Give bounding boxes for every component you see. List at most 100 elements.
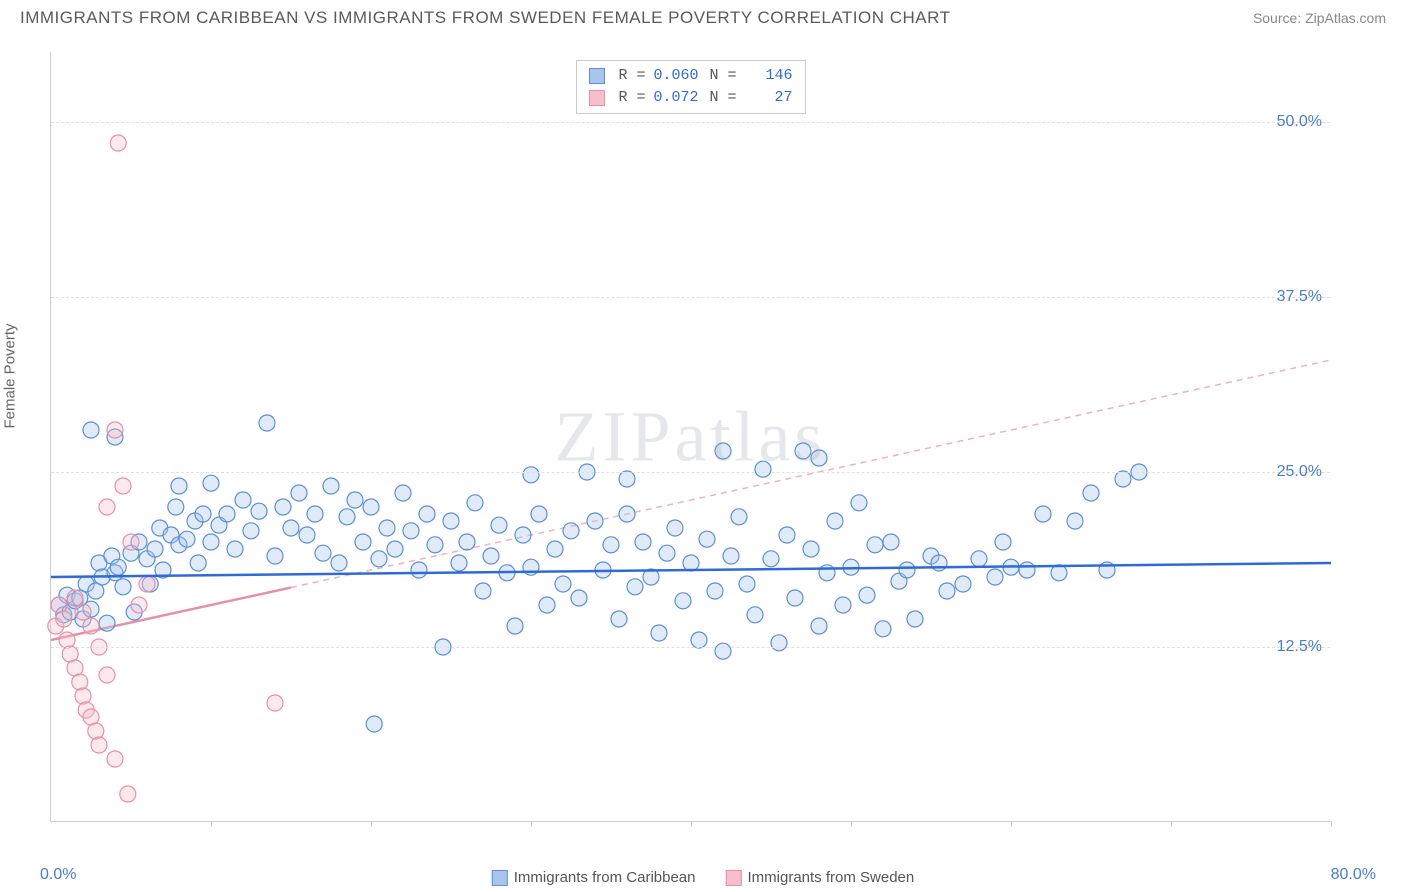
data-point [323, 478, 339, 494]
x-tick [1011, 821, 1012, 827]
data-point [667, 520, 683, 536]
data-point [459, 534, 475, 550]
data-point [123, 534, 139, 550]
data-point [427, 537, 443, 553]
legend-swatch [588, 90, 604, 106]
data-point [75, 688, 91, 704]
data-point [363, 499, 379, 515]
data-point [259, 415, 275, 431]
data-point [371, 551, 387, 567]
data-point [819, 565, 835, 581]
data-point [835, 597, 851, 613]
data-point [67, 590, 83, 606]
data-point [419, 506, 435, 522]
data-point [731, 509, 747, 525]
data-point [539, 597, 555, 613]
series-legend: Immigrants from Caribbean Immigrants from… [492, 869, 914, 886]
data-point [659, 545, 675, 561]
data-point [467, 495, 483, 511]
data-point [115, 579, 131, 595]
data-point [443, 513, 459, 529]
data-point [251, 503, 267, 519]
data-point [651, 625, 667, 641]
data-point [507, 618, 523, 634]
data-point [307, 506, 323, 522]
data-point [387, 541, 403, 557]
gridline [51, 297, 1330, 298]
data-point [851, 495, 867, 511]
data-point [99, 667, 115, 683]
data-point [563, 523, 579, 539]
data-point [203, 534, 219, 550]
data-point [627, 579, 643, 595]
data-point [875, 621, 891, 637]
data-point [755, 461, 771, 477]
data-point [795, 443, 811, 459]
plot-area: ZIPatlas R =0.060N =146R =0.072N =27 12.… [50, 52, 1330, 822]
data-point [299, 527, 315, 543]
data-point [331, 555, 347, 571]
data-point [99, 615, 115, 631]
data-point [715, 443, 731, 459]
data-point [339, 509, 355, 525]
data-point [283, 520, 299, 536]
gridline [51, 122, 1330, 123]
data-point [1019, 562, 1035, 578]
chart-source: Source: ZipAtlas.com [1253, 10, 1386, 26]
data-point [1083, 485, 1099, 501]
data-point [867, 537, 883, 553]
data-point [723, 548, 739, 564]
data-point [107, 751, 123, 767]
data-point [491, 517, 507, 533]
gridline [51, 472, 1330, 473]
data-point [571, 590, 587, 606]
data-point [107, 422, 123, 438]
data-point [739, 576, 755, 592]
x-axis-max-label: 80.0% [1331, 866, 1376, 884]
data-point [110, 559, 126, 575]
legend-item: Immigrants from Caribbean [492, 869, 696, 886]
data-point [291, 485, 307, 501]
data-point [771, 635, 787, 651]
data-point [619, 471, 635, 487]
y-tick-label: 25.0% [1277, 463, 1322, 481]
scatter-plot-svg [51, 52, 1330, 821]
data-point [168, 499, 184, 515]
y-tick-label: 12.5% [1277, 638, 1322, 656]
data-point [59, 632, 75, 648]
y-tick-label: 50.0% [1277, 113, 1322, 131]
stat-r-value: 0.060 [654, 65, 702, 87]
data-point [899, 562, 915, 578]
data-point [827, 513, 843, 529]
data-point [219, 506, 235, 522]
data-point [547, 541, 563, 557]
legend-item: Immigrants from Sweden [726, 869, 915, 886]
data-point [355, 534, 371, 550]
data-point [72, 674, 88, 690]
data-point [603, 537, 619, 553]
data-point [611, 611, 627, 627]
data-point [691, 632, 707, 648]
data-point [267, 695, 283, 711]
data-point [315, 545, 331, 561]
data-point [227, 541, 243, 557]
stat-n-label: N = [710, 87, 737, 109]
data-point [203, 475, 219, 491]
data-point [179, 531, 195, 547]
data-point [83, 422, 99, 438]
data-point [235, 492, 251, 508]
data-point [531, 506, 547, 522]
chart-title: IMMIGRANTS FROM CARIBBEAN VS IMMIGRANTS … [20, 8, 951, 28]
x-tick [371, 821, 372, 827]
x-tick [531, 821, 532, 827]
data-point [635, 534, 651, 550]
data-point [347, 492, 363, 508]
data-point [619, 506, 635, 522]
y-axis-label: Female Poverty [2, 323, 19, 428]
data-point [267, 548, 283, 564]
x-tick [851, 821, 852, 827]
data-point [195, 506, 211, 522]
data-point [483, 548, 499, 564]
data-point [779, 527, 795, 543]
stat-r-label: R = [618, 87, 645, 109]
